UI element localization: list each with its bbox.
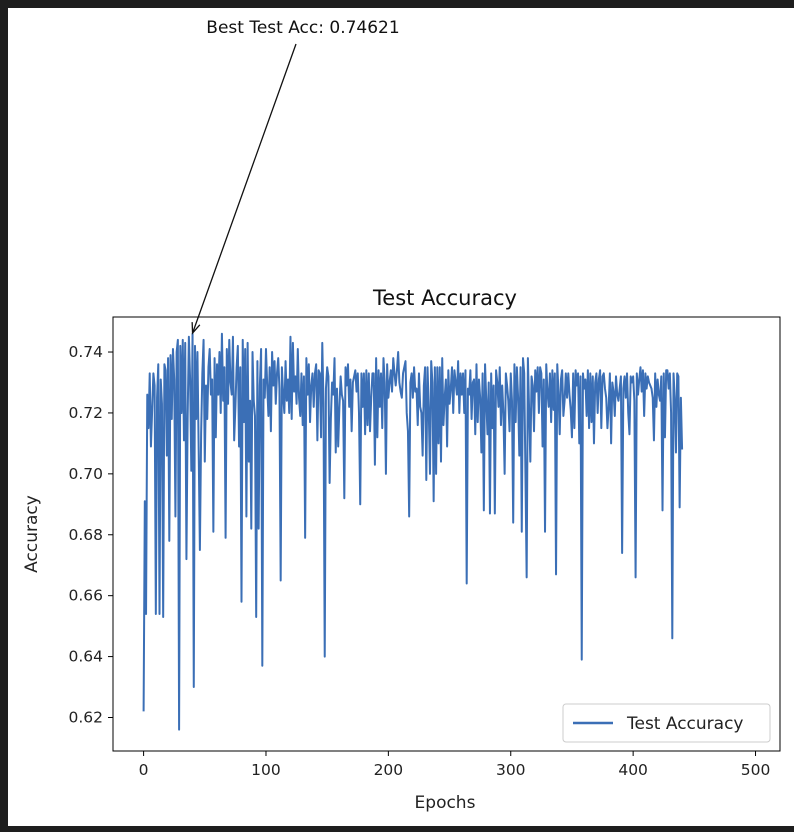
y-tick-label: 0.74	[68, 343, 103, 361]
annotation-arrow	[191, 43, 297, 334]
y-tick-label: 0.68	[68, 526, 103, 544]
best-accuracy-annotation: Best Test Acc: 0.74621	[206, 18, 399, 38]
y-tick-label: 0.72	[68, 404, 103, 422]
x-tick-label: 200	[374, 761, 404, 779]
chart-title: Test Accuracy	[372, 286, 517, 310]
legend-label: Test Accuracy	[626, 714, 744, 734]
legend: Test Accuracy	[562, 703, 771, 743]
chart-svg: Best Test Acc: 0.74621 Test Accuracy 0 10…	[22, 18, 781, 813]
x-tick-label: 0	[139, 761, 149, 779]
x-axis: 0 100 200 300 400 500	[139, 751, 771, 779]
y-tick-label: 0.64	[68, 648, 103, 666]
y-tick-label: 0.66	[68, 587, 103, 605]
y-tick-label: 0.62	[68, 708, 103, 726]
chart-figure: Best Test Acc: 0.74621 Test Accuracy 0 10…	[8, 8, 794, 826]
y-axis: 0.62 0.64 0.66 0.68 0.70 0.72 0.74	[68, 343, 113, 726]
annotation-arrowhead	[191, 322, 201, 335]
plot-area	[142, 332, 684, 731]
x-tick-label: 100	[251, 761, 281, 779]
x-tick-label: 300	[496, 761, 526, 779]
y-axis-label: Accuracy	[22, 495, 42, 573]
x-tick-label: 500	[741, 761, 771, 779]
plot-frame	[112, 316, 781, 752]
x-tick-label: 400	[618, 761, 648, 779]
y-tick-label: 0.70	[68, 465, 103, 483]
x-axis-label: Epochs	[415, 793, 476, 813]
legend-box	[562, 703, 771, 743]
series-line-0	[142, 332, 684, 731]
